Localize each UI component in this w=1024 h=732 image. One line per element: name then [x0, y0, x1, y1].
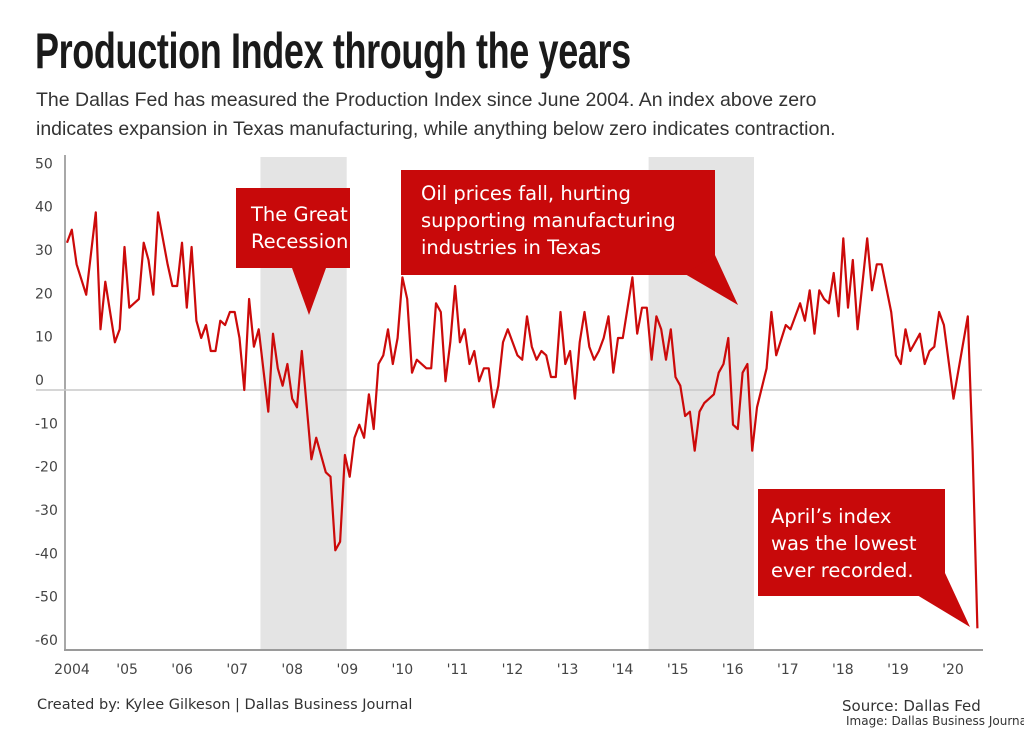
callout-pointer [685, 255, 738, 305]
x-tick-label: '09 [336, 662, 358, 678]
y-tick-label: -50 [35, 590, 58, 606]
callout-pointer [292, 268, 326, 315]
y-tick-label: 50 [35, 156, 53, 172]
callout-line: ever recorded. [771, 559, 914, 582]
callout-pointer [917, 573, 970, 627]
callout-april-text: April’s index was the lowest ever record… [771, 503, 917, 584]
x-tick-label: '17 [777, 662, 799, 678]
x-tick-label: '11 [447, 662, 469, 678]
y-tick-label: -40 [35, 546, 58, 562]
x-tick-label: '12 [502, 662, 524, 678]
x-tick-label: '16 [722, 662, 744, 678]
y-tick-label: -20 [35, 460, 58, 476]
callout-line: industries in Texas [421, 236, 601, 259]
y-tick-label: 40 [35, 200, 53, 216]
subtitle-line: The Dallas Fed has measured the Producti… [36, 89, 817, 111]
y-tick-label: -60 [35, 633, 58, 649]
production-index-line [65, 211, 979, 629]
callout-oil-prices-box [401, 170, 715, 275]
callout-april-box [758, 489, 945, 596]
credit-text: Created by: Kylee Gilkeson | Dallas Busi… [37, 697, 413, 713]
x-tick-label: '07 [226, 662, 248, 678]
x-tick-label: '18 [832, 662, 854, 678]
x-tick-label: '08 [281, 662, 303, 678]
y-tick-label: -30 [35, 503, 58, 519]
chart-title: Production Index through the years [35, 23, 631, 79]
x-tick-label: '06 [171, 662, 193, 678]
callout-line: Recession [251, 230, 349, 253]
callout-line: April’s index [771, 505, 892, 528]
x-tick-label: '19 [887, 662, 909, 678]
subtitle-line: indicates expansion in Texas manufacturi… [36, 118, 836, 140]
x-tick-label: '20 [942, 662, 964, 678]
source-text: Source: Dallas Fed [842, 697, 981, 715]
y-tick-label: 30 [35, 243, 53, 259]
chart-subtitle: The Dallas Fed has measured the Producti… [36, 86, 1024, 144]
callout-line: was the lowest [771, 532, 917, 555]
callout-line: supporting manufacturing [421, 209, 676, 232]
x-tick-label: 2004 [54, 662, 90, 678]
y-tick-label: -10 [35, 416, 58, 432]
x-tick-label: '13 [557, 662, 579, 678]
x-tick-label: '15 [667, 662, 689, 678]
y-tick-label: 10 [35, 330, 53, 346]
callout-line: The Great [251, 203, 348, 226]
callout-oil-prices-text: Oil prices fall, hurting supporting manu… [421, 180, 676, 261]
callout-great-recession-box [236, 188, 350, 268]
y-tick-label: 20 [35, 286, 53, 302]
callout-line: Oil prices fall, hurting [421, 182, 631, 205]
x-tick-label: '14 [612, 662, 634, 678]
x-tick-label: '10 [392, 662, 414, 678]
callout-great-recession-text: The Great Recession [251, 201, 348, 255]
x-tick-label: '05 [116, 662, 138, 678]
y-tick-label: 0 [35, 373, 44, 389]
image-credit-text: Image: Dallas Business Journal [846, 714, 1024, 728]
